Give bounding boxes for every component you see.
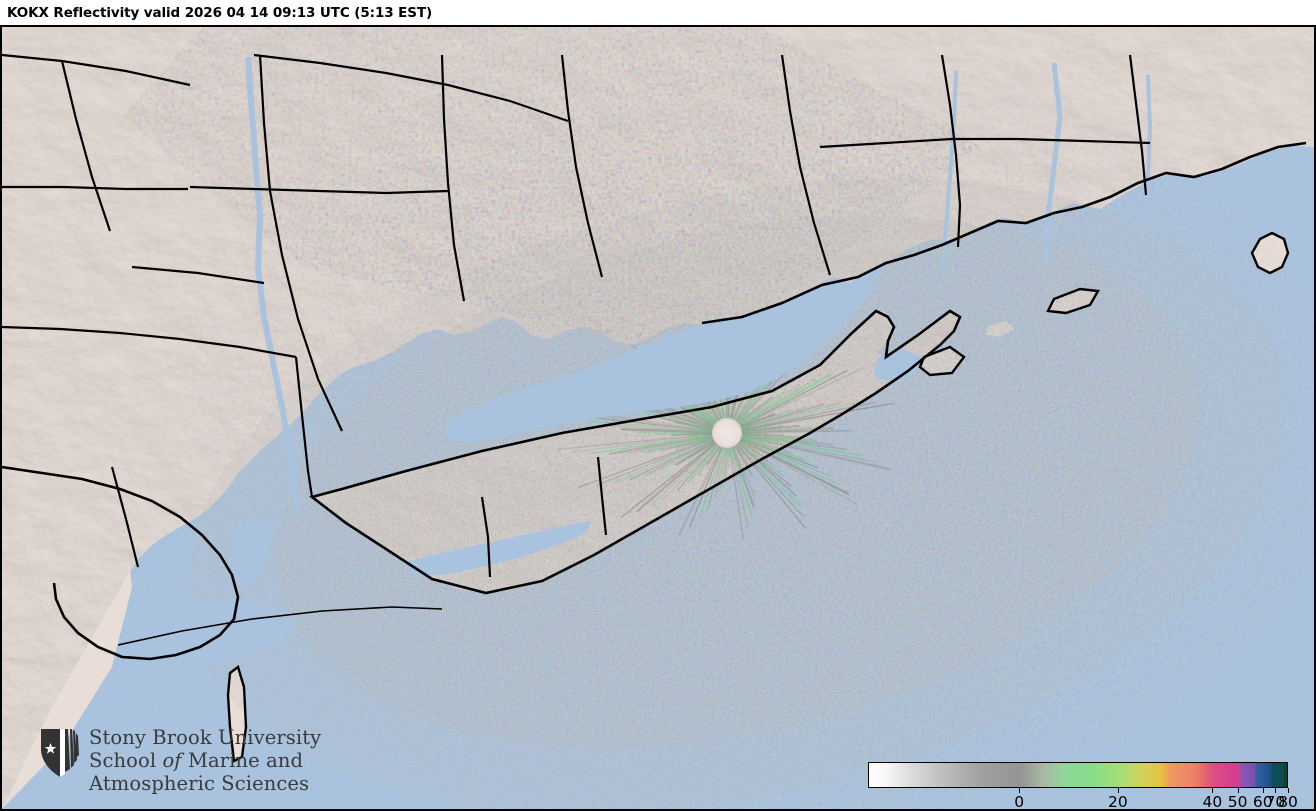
page-title: KOKX Reflectivity valid 2026 04 14 09:13… [7, 4, 433, 21]
border-county-15 [131, 265, 265, 285]
map-canvas[interactable] [2, 27, 1314, 809]
coastline-mainland [2, 465, 240, 661]
border-county-11 [2, 325, 297, 359]
colorbar-gradient [869, 763, 1287, 787]
colorbar-ticks: 0 20 40 50 60 70 80 [868, 788, 1298, 811]
colorbar-tick [1288, 788, 1289, 793]
colorbar-tick-label: 60 [1252, 793, 1273, 811]
colorbar-legend[interactable]: 0 20 40 50 60 70 80 [868, 762, 1298, 811]
colorbar-tick-label: 20 [1108, 793, 1128, 811]
colorbar-tick [1237, 788, 1239, 793]
colorbar-bar[interactable] [868, 762, 1288, 788]
colorbar-tick-label: 40 [1202, 793, 1223, 811]
border-county-9 [819, 137, 1151, 149]
colorbar-tick-label: 50 [1227, 793, 1248, 811]
outline-block-island [1250, 231, 1290, 275]
border-county-5 [560, 54, 604, 278]
coastline-connecticut [701, 141, 1307, 325]
border-county-14 [294, 356, 314, 498]
coastline-long-island [309, 309, 962, 595]
border-county-2 [258, 54, 343, 432]
outline-fishers-island [1046, 287, 1100, 315]
colorbar-tick-label: 0 [1014, 793, 1025, 811]
border-county-4 [189, 185, 449, 195]
border-county-12 [60, 60, 112, 232]
water-ny-harbor [142, 601, 294, 663]
colorbar-tick [1117, 788, 1119, 793]
river-thames [1144, 74, 1153, 224]
colorbar-tick-label: 70 [1265, 793, 1286, 811]
border-county-18 [596, 456, 608, 536]
river-connecticut [1043, 62, 1063, 264]
outline-sandy-hook [226, 665, 248, 763]
water-great-south-bay [402, 521, 592, 575]
colorbar-tick [1019, 788, 1021, 793]
border-county-16 [110, 466, 140, 568]
colorbar-tick [1275, 788, 1277, 793]
outline-shelter-island [918, 345, 966, 377]
border-county-3 [440, 54, 466, 302]
colorbar-tick [1212, 788, 1214, 793]
border-county-17 [480, 496, 492, 578]
political-borders [2, 53, 1307, 763]
border-county-13 [253, 53, 569, 123]
radar-echo-layer [2, 27, 1314, 809]
map-frame[interactable]: Stony Brook University School of Marine … [0, 25, 1316, 811]
radar-site-marker [712, 418, 742, 448]
border-county-1 [2, 53, 191, 87]
border-county-6 [780, 54, 832, 276]
border-county-7 [940, 54, 962, 248]
colorbar-tick-label: 80 [1278, 793, 1298, 811]
border-county-8 [1128, 54, 1148, 196]
water-hudson-mouth [230, 519, 270, 587]
river-hudson [245, 56, 301, 518]
title-bar: KOKX Reflectivity valid 2026 04 14 09:13… [0, 0, 1316, 25]
outline-bay-boundary [117, 606, 443, 646]
colorbar-tick [1262, 788, 1264, 793]
